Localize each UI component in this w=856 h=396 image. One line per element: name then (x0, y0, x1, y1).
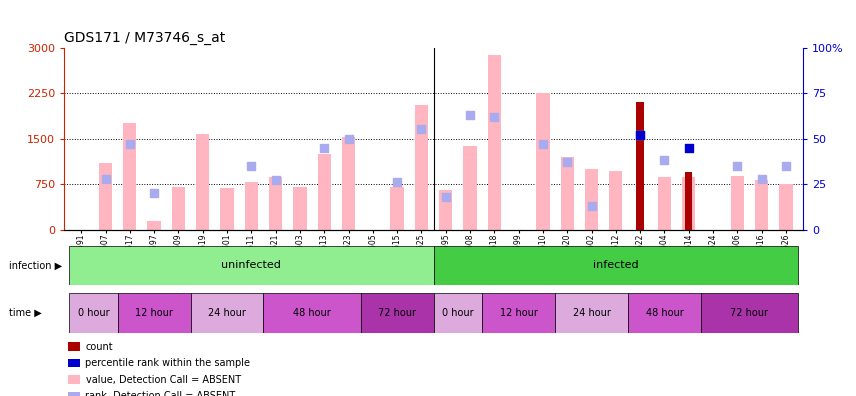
Text: rank, Detection Call = ABSENT: rank, Detection Call = ABSENT (85, 391, 235, 396)
Bar (172, 187, 185, 230)
Text: percentile rank within the sample: percentile rank within the sample (85, 358, 250, 368)
Bar (318, 154, 331, 230)
Bar (731, 176, 744, 230)
Bar (69, 246, 433, 285)
Point (269, 177, 282, 184)
Point (536, 141, 550, 147)
Bar (433, 246, 798, 285)
Bar (628, 293, 701, 333)
Text: infection ▶: infection ▶ (9, 260, 62, 270)
Text: time ▶: time ▶ (9, 308, 41, 318)
Point (487, 114, 501, 120)
Bar (69, 293, 117, 333)
Point (98, 175, 112, 182)
Text: infected: infected (593, 260, 639, 270)
Point (123, 141, 137, 147)
Text: 24 hour: 24 hour (573, 308, 610, 318)
Bar (439, 190, 453, 230)
Bar (755, 180, 769, 230)
Point (730, 163, 744, 169)
Bar (433, 293, 482, 333)
Bar (342, 137, 355, 230)
Text: 12 hour: 12 hour (135, 308, 173, 318)
Text: 48 hour: 48 hour (294, 308, 331, 318)
Text: 0 hour: 0 hour (78, 308, 110, 318)
Bar (220, 188, 234, 230)
Point (147, 190, 161, 196)
Point (633, 132, 647, 138)
Bar (245, 182, 258, 230)
Bar (147, 221, 161, 230)
Bar (585, 169, 598, 230)
Bar (196, 134, 210, 230)
Bar (482, 293, 555, 333)
Point (245, 163, 259, 169)
Bar (294, 187, 306, 230)
Point (585, 203, 598, 209)
Bar (269, 177, 282, 230)
Bar (117, 293, 191, 333)
Point (390, 179, 404, 185)
Point (439, 194, 453, 200)
Text: 72 hour: 72 hour (378, 308, 416, 318)
Text: uninfected: uninfected (222, 260, 282, 270)
Bar (463, 146, 477, 230)
Bar (191, 293, 264, 333)
Bar (657, 177, 671, 230)
Point (342, 135, 355, 142)
Bar (390, 187, 404, 230)
Bar (414, 105, 428, 230)
Point (682, 145, 696, 151)
Point (633, 132, 647, 138)
Bar (360, 293, 433, 333)
Text: 0 hour: 0 hour (442, 308, 473, 318)
Bar (264, 293, 360, 333)
Point (561, 159, 574, 166)
Bar (555, 293, 628, 333)
Point (657, 157, 671, 164)
Bar (637, 102, 644, 230)
Text: 24 hour: 24 hour (208, 308, 246, 318)
Bar (536, 93, 550, 230)
Text: count: count (86, 341, 113, 352)
Point (755, 175, 769, 182)
Point (414, 126, 428, 133)
Point (318, 145, 331, 151)
Bar (561, 157, 574, 230)
Bar (98, 163, 112, 230)
Bar (779, 184, 793, 230)
Text: 72 hour: 72 hour (730, 308, 769, 318)
Bar (609, 171, 622, 230)
Bar (488, 55, 501, 230)
Text: GDS171 / M73746_s_at: GDS171 / M73746_s_at (64, 31, 225, 45)
Bar (682, 177, 695, 230)
Bar (685, 172, 693, 230)
Bar (123, 124, 136, 230)
Point (779, 163, 793, 169)
Text: 12 hour: 12 hour (500, 308, 538, 318)
Point (463, 112, 477, 118)
Bar (701, 293, 798, 333)
Text: 48 hour: 48 hour (645, 308, 683, 318)
Text: value, Detection Call = ABSENT: value, Detection Call = ABSENT (86, 375, 241, 385)
